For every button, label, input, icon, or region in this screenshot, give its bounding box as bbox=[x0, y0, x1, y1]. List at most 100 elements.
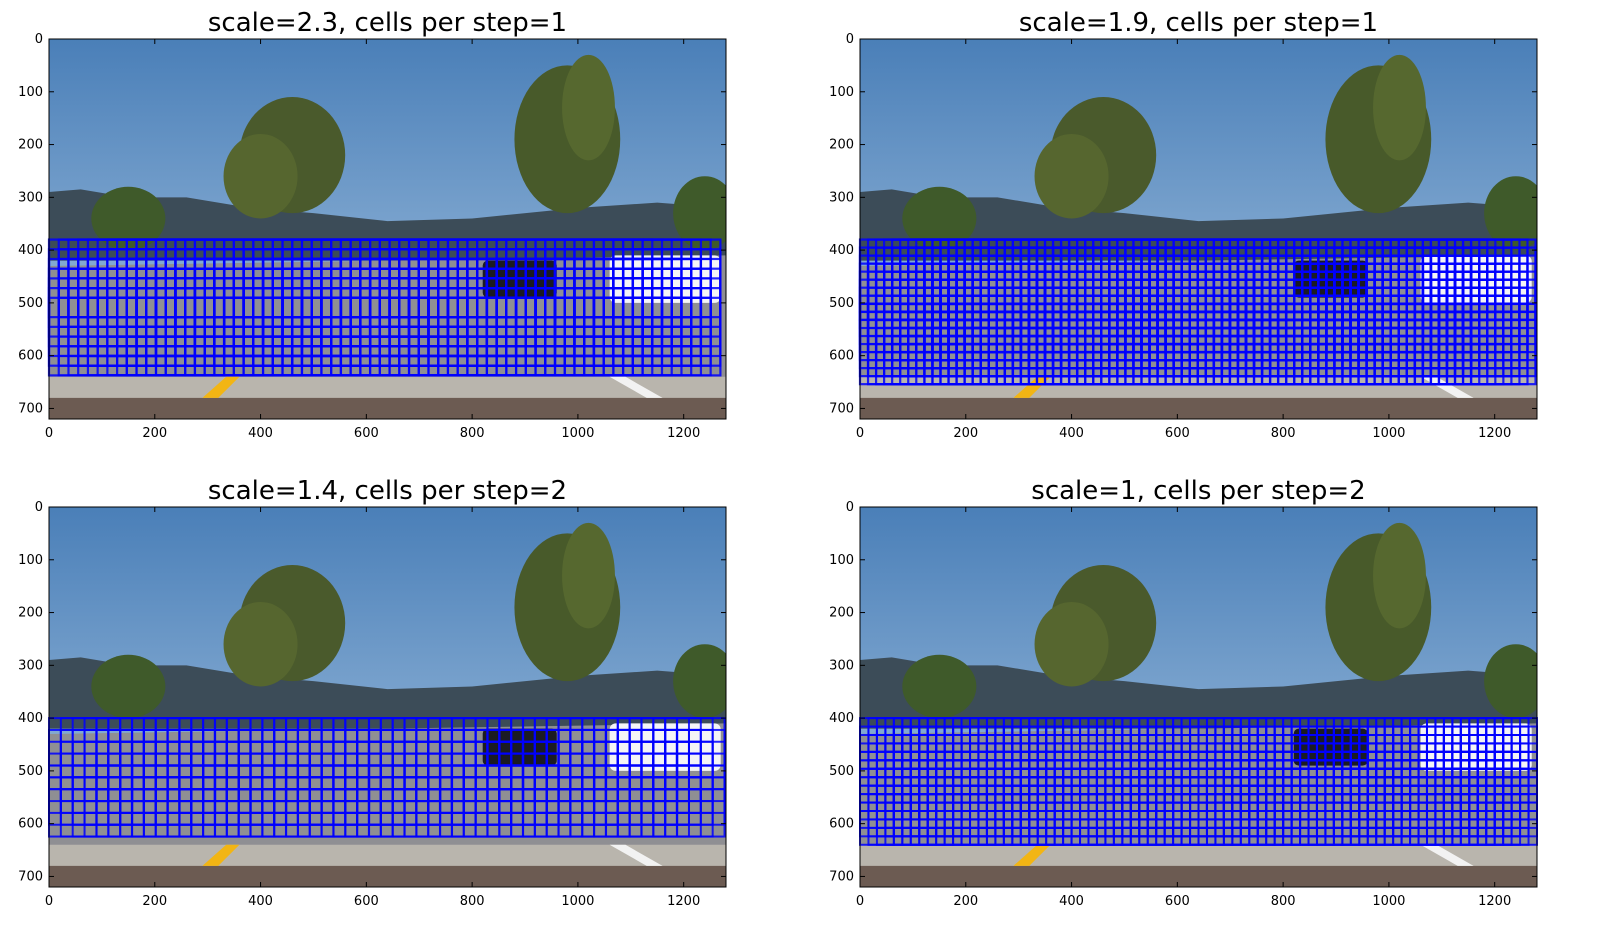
panel-title: scale=1.9, cells per step=1 bbox=[1019, 8, 1378, 38]
x-tick-label: 1000 bbox=[1372, 426, 1405, 441]
bush-right bbox=[1484, 176, 1537, 251]
search-window bbox=[641, 296, 722, 377]
y-tick-label: 500 bbox=[18, 296, 43, 311]
axes-frame bbox=[859, 506, 1538, 888]
lane-yellow bbox=[1013, 844, 1051, 866]
bush-left bbox=[902, 654, 977, 719]
lane-white bbox=[609, 844, 663, 866]
y-tick-label: 700 bbox=[18, 401, 43, 416]
tree-left-lower bbox=[223, 134, 298, 219]
lane-white bbox=[1420, 376, 1474, 398]
y-tick-label: 300 bbox=[18, 658, 43, 673]
axes-frame bbox=[859, 38, 1538, 420]
dirt bbox=[860, 397, 1537, 419]
lane-white bbox=[1420, 844, 1474, 866]
search-windows bbox=[859, 717, 1539, 846]
black-car bbox=[482, 728, 557, 766]
y-tick-label: 0 bbox=[35, 500, 43, 515]
y-tick-label: 600 bbox=[18, 817, 43, 832]
x-tick-label: 800 bbox=[1271, 894, 1296, 909]
x-tick-label: 600 bbox=[1165, 894, 1190, 909]
dirt bbox=[49, 865, 726, 887]
search-windows bbox=[858, 238, 1537, 386]
y-tick-label: 400 bbox=[829, 711, 854, 726]
x-tick-label: 600 bbox=[1165, 426, 1190, 441]
x-tick-label: 200 bbox=[142, 894, 167, 909]
x-tick-label: 200 bbox=[953, 894, 978, 909]
x-tick-label: 400 bbox=[1059, 894, 1084, 909]
y-tick-label: 0 bbox=[846, 500, 854, 515]
bush-right bbox=[1484, 644, 1537, 719]
x-tick-label: 1200 bbox=[1478, 426, 1511, 441]
scene-image bbox=[860, 39, 1537, 419]
y-tick-label: 400 bbox=[829, 243, 854, 258]
search-windows bbox=[48, 717, 726, 838]
subplot-2: 0 200 400 600 800 1000 1200 0 100 200 300 400 500 600… bbox=[829, 8, 1538, 441]
y-tick-label: 500 bbox=[829, 296, 854, 311]
x-tick-label: 1000 bbox=[561, 894, 594, 909]
hills bbox=[860, 657, 1537, 729]
y-tick-label: 700 bbox=[829, 869, 854, 884]
panel-title: scale=1.4, cells per step=2 bbox=[208, 476, 567, 506]
hills bbox=[49, 189, 726, 261]
lane-yellow bbox=[202, 376, 240, 398]
x-tick-label: 400 bbox=[1059, 426, 1084, 441]
subplot-3: 0 200 400 600 800 1000 1200 0 100 200 300 400 500 600… bbox=[18, 476, 727, 909]
tree-right-top bbox=[1373, 54, 1426, 161]
y-tick-label: 0 bbox=[846, 32, 854, 47]
y-tick-label: 500 bbox=[829, 764, 854, 779]
x-tick-label: 1000 bbox=[1372, 894, 1405, 909]
hills bbox=[49, 657, 726, 729]
bush-left bbox=[902, 186, 977, 251]
x-tick-label: 0 bbox=[856, 894, 864, 909]
x-tick-label: 0 bbox=[856, 426, 864, 441]
y-tick-label: 200 bbox=[829, 606, 854, 621]
y-tick-label: 600 bbox=[18, 349, 43, 364]
white-car bbox=[1420, 723, 1532, 771]
subplot-1: 0 200 400 600 800 1000 1200 0 100 200 300 400 500 600… bbox=[18, 8, 727, 441]
x-tick-label: 800 bbox=[460, 426, 485, 441]
x-tick-label: 800 bbox=[460, 894, 485, 909]
y-tick-label: 600 bbox=[829, 349, 854, 364]
y-tick-label: 100 bbox=[18, 85, 43, 100]
y-tick-label: 300 bbox=[18, 190, 43, 205]
y-tick-label: 200 bbox=[18, 138, 43, 153]
black-car bbox=[1293, 728, 1368, 766]
search-window bbox=[1469, 318, 1537, 386]
tree-left-lower bbox=[223, 602, 298, 687]
x-tick-label: 200 bbox=[142, 426, 167, 441]
bush-left bbox=[91, 186, 166, 251]
y-tick-label: 100 bbox=[18, 553, 43, 568]
x-tick-label: 600 bbox=[354, 894, 379, 909]
dirt bbox=[49, 397, 726, 419]
y-tick-label: 100 bbox=[829, 553, 854, 568]
y-tick-label: 600 bbox=[829, 817, 854, 832]
bush-left bbox=[91, 654, 166, 719]
bush-right bbox=[673, 644, 726, 719]
search-window bbox=[675, 788, 726, 838]
y-tick-label: 400 bbox=[18, 243, 43, 258]
x-tick-label: 1000 bbox=[561, 426, 594, 441]
lane-white bbox=[609, 376, 663, 398]
x-tick-label: 800 bbox=[1271, 426, 1296, 441]
x-tick-label: 1200 bbox=[1478, 894, 1511, 909]
axes-frame bbox=[48, 506, 727, 888]
axes-frame bbox=[48, 38, 727, 420]
x-tick-label: 0 bbox=[45, 894, 53, 909]
y-tick-label: 500 bbox=[18, 764, 43, 779]
x-tick-label: 1200 bbox=[667, 894, 700, 909]
panel-title: scale=1, cells per step=2 bbox=[1031, 476, 1365, 506]
y-tick-label: 200 bbox=[18, 606, 43, 621]
y-tick-label: 300 bbox=[829, 190, 854, 205]
x-tick-label: 400 bbox=[248, 426, 273, 441]
y-tick-label: 700 bbox=[829, 401, 854, 416]
lane-yellow bbox=[202, 844, 240, 866]
tree-left-lower bbox=[1034, 602, 1109, 687]
y-tick-label: 400 bbox=[18, 711, 43, 726]
x-tick-label: 400 bbox=[248, 894, 273, 909]
y-tick-label: 100 bbox=[829, 85, 854, 100]
x-tick-label: 1200 bbox=[667, 426, 700, 441]
x-tick-label: 600 bbox=[354, 426, 379, 441]
tree-right-top bbox=[562, 522, 615, 629]
scene-image bbox=[49, 507, 726, 887]
